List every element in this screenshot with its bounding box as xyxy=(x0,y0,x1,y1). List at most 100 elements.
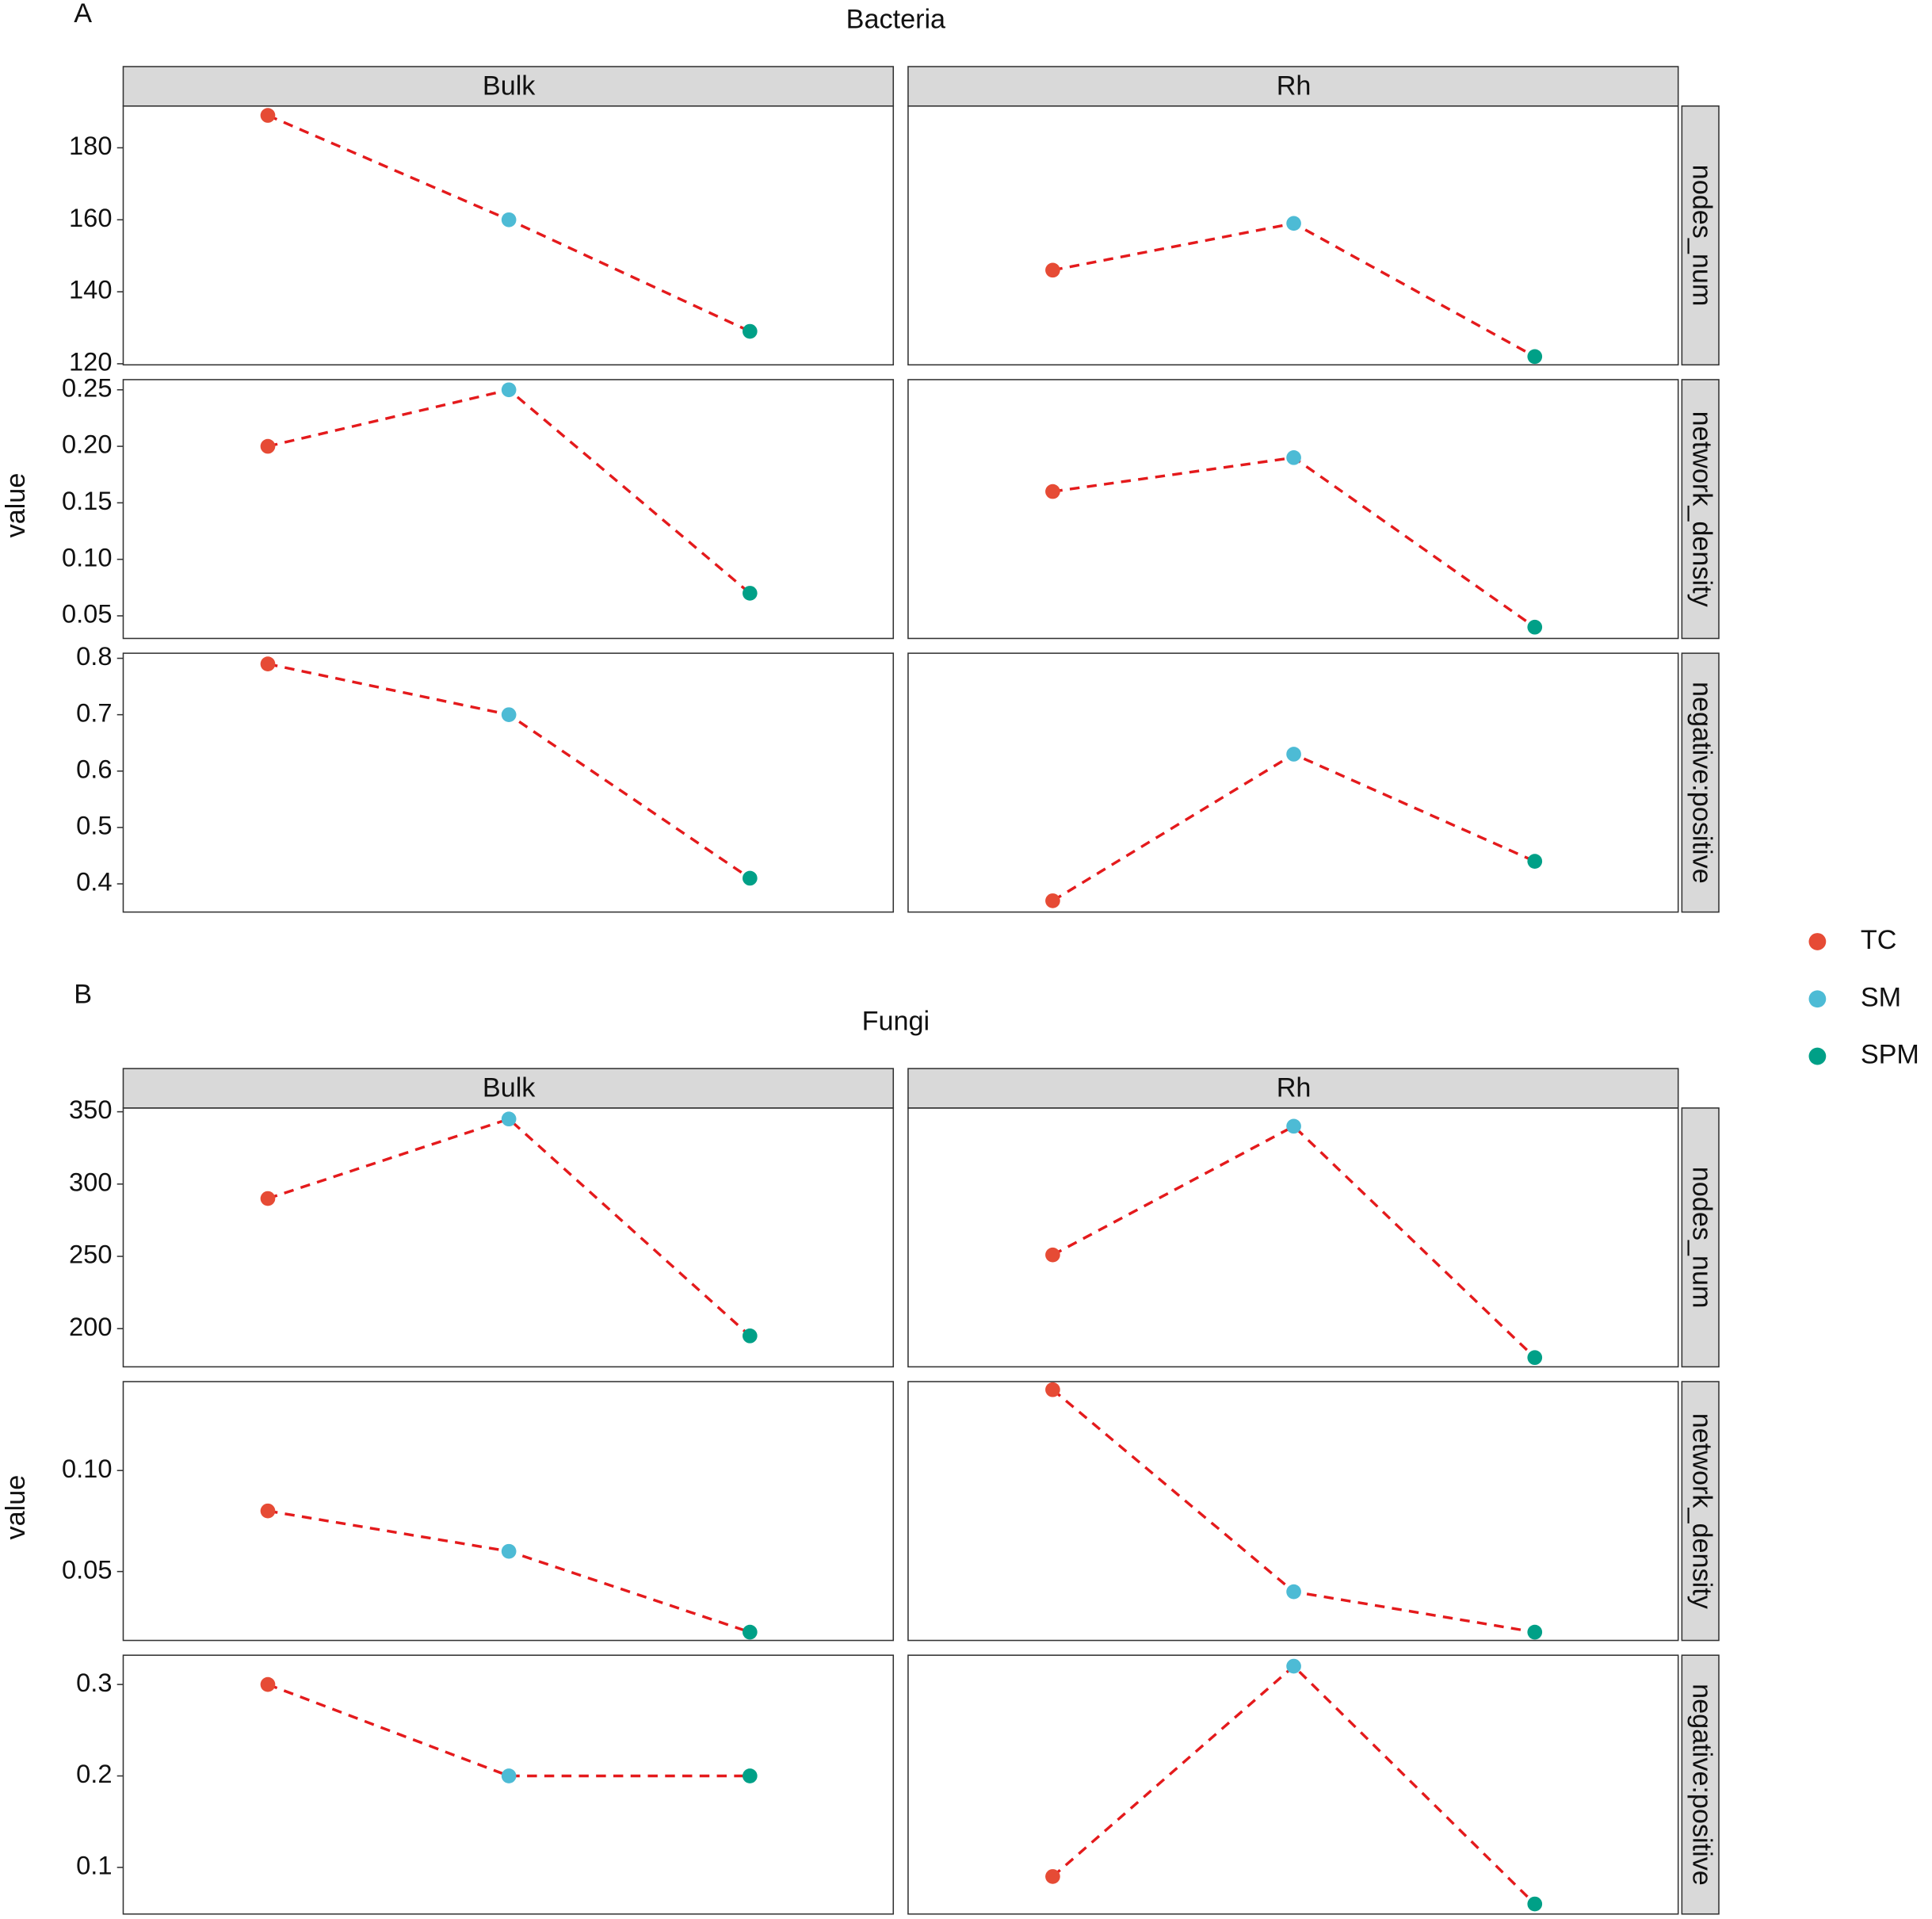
point xyxy=(1286,449,1301,465)
y-tick-label: 0.10 xyxy=(62,542,113,571)
legend-marker xyxy=(1808,933,1827,950)
panel xyxy=(907,652,1679,913)
point xyxy=(260,656,276,671)
panel xyxy=(907,105,1679,366)
panel xyxy=(122,379,895,640)
series-line xyxy=(1052,1124,1536,1359)
point xyxy=(1045,484,1060,499)
panel-label: A xyxy=(74,0,92,29)
y-tick-label: 0.05 xyxy=(62,1554,113,1584)
point xyxy=(260,1191,276,1206)
row-strip-label: negative:positive xyxy=(1687,682,1717,884)
series-line xyxy=(267,388,751,594)
column-strip-label: Rh xyxy=(1277,71,1312,101)
point xyxy=(742,586,758,601)
legend-label: SM xyxy=(1861,982,1901,1012)
panel-label: B xyxy=(74,979,92,1009)
y-tick-label: 300 xyxy=(69,1167,112,1196)
y-tick-label: 250 xyxy=(69,1240,112,1269)
y-tick-label: 0.7 xyxy=(76,698,112,727)
point xyxy=(260,108,276,123)
row-strip xyxy=(1681,1381,1720,1642)
row-strip xyxy=(1681,379,1720,640)
y-tick-label: 350 xyxy=(69,1095,112,1124)
row-strip-label: negative:positive xyxy=(1687,1684,1717,1886)
point xyxy=(501,212,517,227)
y-tick-label: 0.4 xyxy=(76,867,112,896)
panel xyxy=(907,1654,1679,1915)
row-strip-label: network_density xyxy=(1687,411,1717,608)
point xyxy=(501,707,517,722)
y-tick-label: 0.25 xyxy=(62,373,113,402)
panel xyxy=(907,1381,1679,1642)
point xyxy=(1286,1118,1301,1134)
column-strip-label: Bulk xyxy=(483,1073,536,1103)
panel xyxy=(122,1381,895,1642)
y-tick-label: 0.1 xyxy=(76,1851,112,1880)
point xyxy=(1527,349,1543,365)
row-strip xyxy=(1681,105,1720,366)
point xyxy=(1286,747,1301,762)
y-tick-label: 0.05 xyxy=(62,599,113,629)
panel xyxy=(122,105,895,366)
point xyxy=(742,323,758,339)
series-line xyxy=(267,662,751,880)
point xyxy=(1286,216,1301,231)
y-tick-label: 0.5 xyxy=(76,811,112,840)
panel xyxy=(122,1107,895,1368)
legend-label: TC xyxy=(1861,925,1897,955)
series-line xyxy=(1052,752,1536,902)
series-line xyxy=(267,1509,750,1634)
row-strip xyxy=(1681,1107,1720,1368)
y-tick-label: 200 xyxy=(69,1312,112,1341)
point xyxy=(1286,1658,1301,1674)
row-strip-label: nodes_num xyxy=(1687,165,1717,307)
point xyxy=(1045,1869,1060,1884)
y-axis-label: value xyxy=(1,1475,31,1540)
y-tick-label: 0.2 xyxy=(76,1759,112,1788)
point xyxy=(1527,1896,1543,1912)
y-tick-label: 0.3 xyxy=(76,1668,112,1697)
panel xyxy=(122,652,895,913)
series-line xyxy=(267,1117,751,1337)
point xyxy=(1045,893,1060,908)
panel xyxy=(907,379,1679,640)
point xyxy=(1045,1382,1060,1397)
point xyxy=(501,1543,517,1559)
chart-title: Bacteria xyxy=(846,5,946,35)
y-tick-label: 140 xyxy=(69,275,112,304)
y-tick-label: 0.8 xyxy=(76,641,112,671)
column-strip xyxy=(907,1068,1679,1109)
point xyxy=(260,1676,276,1692)
point xyxy=(260,1503,276,1519)
row-strip xyxy=(1681,1654,1720,1915)
column-strip xyxy=(122,66,895,107)
point xyxy=(742,870,758,886)
row-strip-label: network_density xyxy=(1687,1413,1717,1610)
y-tick-label: 0.10 xyxy=(62,1454,113,1483)
point xyxy=(1527,619,1543,635)
series-line xyxy=(1052,1664,1536,1906)
y-axis-label: value xyxy=(1,473,31,538)
row-strip xyxy=(1681,652,1720,913)
y-tick-label: 180 xyxy=(69,131,112,160)
legend-marker xyxy=(1808,990,1827,1008)
point xyxy=(1045,262,1060,278)
series-line xyxy=(1052,456,1536,629)
point xyxy=(501,1768,517,1783)
row-strip-label: nodes_num xyxy=(1687,1167,1717,1309)
panel xyxy=(907,1107,1679,1368)
column-strip-label: Rh xyxy=(1277,1073,1312,1103)
column-strip-label: Bulk xyxy=(483,71,536,101)
point xyxy=(501,1111,517,1127)
series-line xyxy=(267,1683,750,1778)
point xyxy=(1286,1584,1301,1600)
y-tick-label: 120 xyxy=(69,347,112,377)
column-strip xyxy=(907,66,1679,107)
point xyxy=(1045,1247,1060,1263)
y-tick-label: 0.15 xyxy=(62,486,113,515)
point xyxy=(742,1624,758,1640)
point xyxy=(1527,854,1543,869)
panel xyxy=(122,1654,895,1915)
